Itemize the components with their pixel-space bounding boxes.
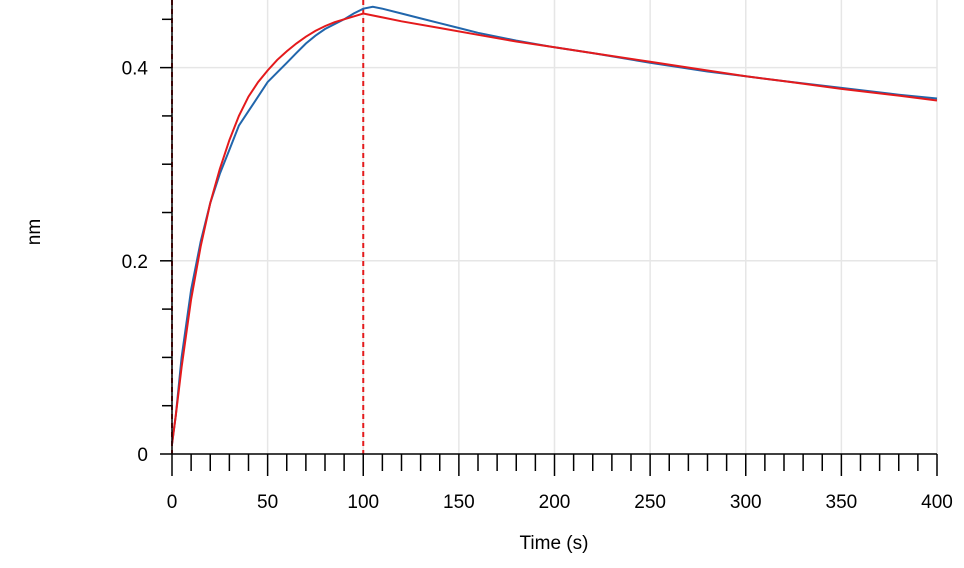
x-tick-label: 0 (167, 492, 178, 513)
x-tick-label: 100 (347, 492, 379, 513)
x-tick-label: 150 (443, 492, 475, 513)
x-tick-label: 250 (634, 492, 666, 513)
x-tick-label: 50 (257, 492, 278, 513)
series-lines (171, 5, 938, 445)
y-tick-label: 0.2 (122, 252, 148, 273)
y-axis-label: nm (24, 219, 45, 245)
x-tick-label: 400 (921, 492, 953, 513)
series-line (171, 12, 938, 445)
x-tick-label: 200 (539, 492, 571, 513)
x-tick-label: 300 (730, 492, 762, 513)
ticks: 0 50 100 150 200 250 300 350 400 0 0.2 0.4 (122, 18, 953, 513)
x-tick-label: 350 (826, 492, 858, 513)
x-axis-label: Time (s) (520, 533, 589, 554)
y-tick-label: 0 (137, 445, 148, 466)
gridlines (172, 0, 938, 454)
y-tick-label: 0.4 (122, 59, 149, 80)
